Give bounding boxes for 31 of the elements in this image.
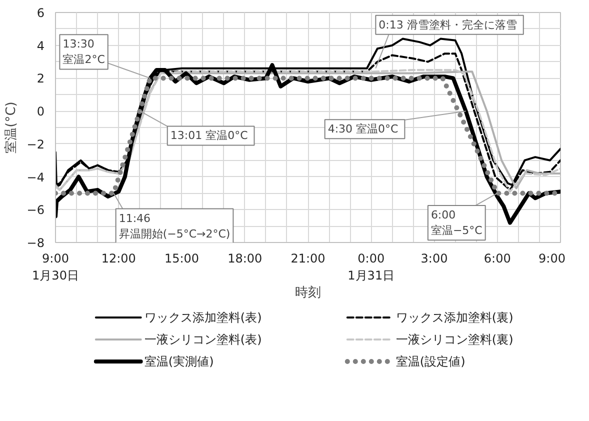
x-tick-label: 0:00 1月31日 <box>348 252 395 282</box>
y-tick-label: 4 <box>36 38 45 53</box>
y-tick-label: 6 <box>36 6 45 20</box>
y-tick-label: −6 <box>26 203 45 218</box>
y-tick-label: −4 <box>26 170 45 184</box>
x-tick-label: 3:00 <box>420 252 448 266</box>
legend-label: 室温(設定値) <box>396 354 466 368</box>
annotation: 11:46 昇温開始(−5°C→2°C) <box>118 212 230 240</box>
legend-label: ワックス添加塗料(表) <box>144 310 262 324</box>
y-tick-label: −2 <box>26 137 45 152</box>
x-axis-title: 時刻 <box>295 285 321 300</box>
y-tick-label: 0 <box>36 104 45 119</box>
y-tick-label: 2 <box>36 72 45 86</box>
annotation: 4:30 室温0°C <box>328 122 399 136</box>
x-tick-label: 18:00 <box>228 252 262 266</box>
annotation: 13:30 室温2°C <box>62 38 106 66</box>
legend-label: ワックス添加塗料(裏) <box>396 310 514 324</box>
annotation: 0:13 滑雪塗料・完全に落雪 <box>378 18 517 32</box>
legend-label: 一液シリコン塗料(表) <box>144 332 262 346</box>
x-tick-label: 15:00 <box>164 252 200 266</box>
legend-label: 室温(実測値) <box>144 354 214 368</box>
x-tick-label: 9:00 <box>538 252 566 266</box>
x-tick-label: 9:00 1月30日 <box>32 252 79 282</box>
x-tick-label: 21:00 <box>290 252 326 266</box>
annotation: 6:00 室温−5°C <box>430 208 483 238</box>
legend-label: 一液シリコン塗料(裏) <box>396 332 514 346</box>
y-axis-title: 室温(°C) <box>2 102 19 154</box>
x-tick-label: 6:00 <box>484 252 511 266</box>
x-tick-label: 12:00 <box>101 252 136 266</box>
y-tick-label: −8 <box>26 236 45 250</box>
annotation: 13:01 室温0°C <box>170 129 248 142</box>
